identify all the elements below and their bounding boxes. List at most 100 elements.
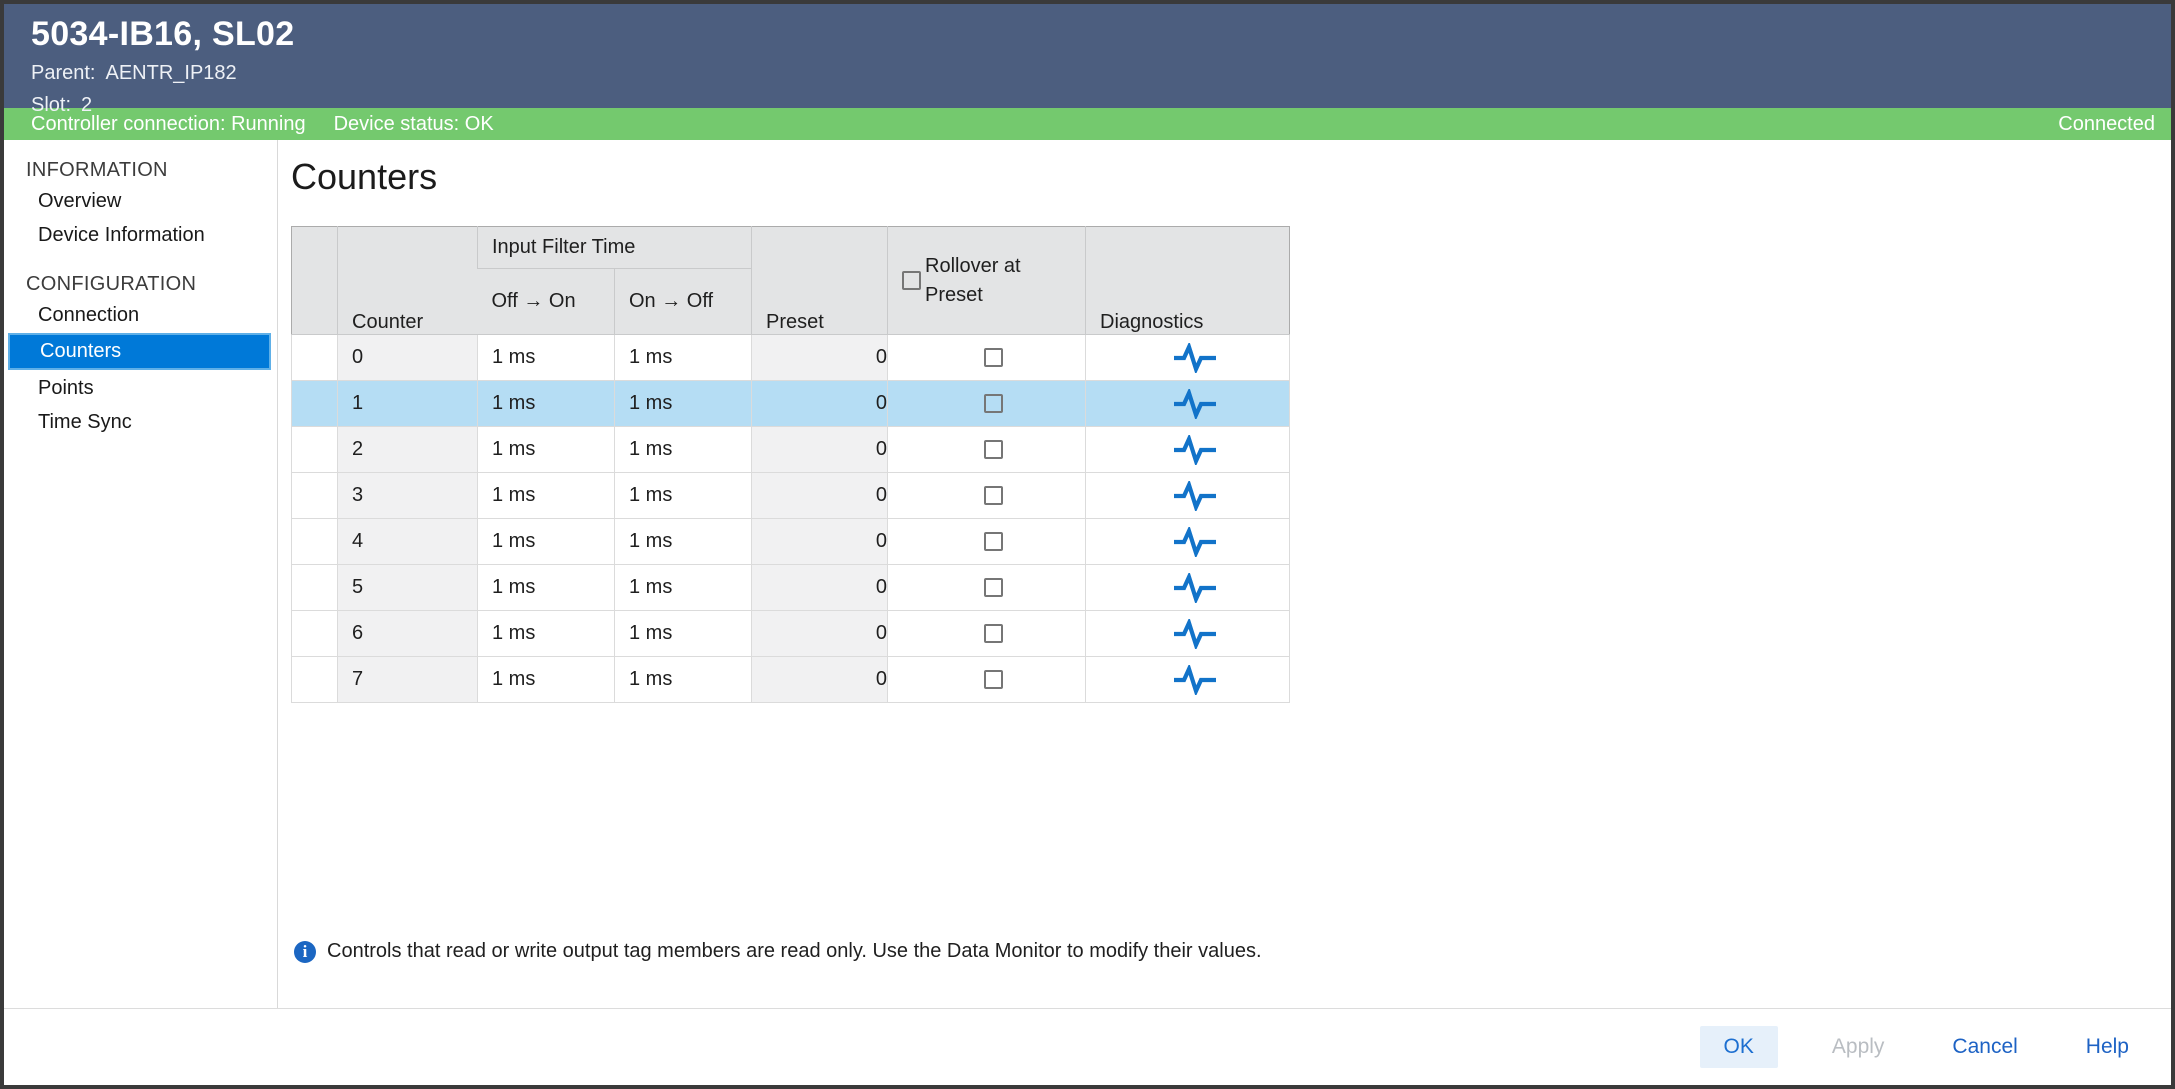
row-selector-cell[interactable] [291, 564, 338, 611]
sidebar-item-counters[interactable]: Counters [8, 333, 271, 370]
filter-off-on-cell[interactable]: 1 ms [477, 380, 615, 427]
diagnostics-cell [1085, 426, 1291, 473]
filter-off-on-cell[interactable]: 1 ms [477, 472, 615, 519]
rollover-checkbox[interactable] [984, 532, 1004, 552]
row-selector-cell[interactable] [291, 334, 338, 381]
rollover-cell [887, 518, 1087, 565]
table-row: 7 1 ms 1 ms 0 [291, 656, 1291, 703]
rollover-cell [887, 610, 1087, 657]
preset-cell: 0 [751, 426, 889, 473]
rollover-checkbox[interactable] [984, 578, 1004, 598]
diagnostics-cell [1085, 380, 1291, 427]
sidebar-item-connection[interactable]: Connection [38, 304, 140, 326]
filter-off-on-cell[interactable]: 1 ms [477, 426, 615, 473]
filter-on-off-cell[interactable]: 1 ms [613, 334, 753, 381]
diagnostics-pulse-icon[interactable] [1172, 342, 1218, 373]
row-selector-cell[interactable] [291, 472, 338, 519]
preset-cell: 0 [751, 472, 889, 519]
filter-on-off-cell[interactable]: 1 ms [613, 564, 753, 611]
counter-cell: 7 [337, 656, 478, 703]
table-row: 1 1 ms 1 ms 0 [291, 380, 1291, 427]
counter-cell: 6 [337, 610, 478, 657]
parent-line: Parent: AENTR_IP182 [31, 60, 2171, 86]
table-row: 2 1 ms 1 ms 0 [291, 426, 1291, 473]
page-title: Counters [291, 156, 438, 197]
device-title: 5034-IB16, SL02 [31, 15, 295, 53]
column-header-off-on: Off → On [477, 268, 615, 335]
rollover-checkbox[interactable] [984, 440, 1004, 460]
rollover-checkbox[interactable] [984, 670, 1004, 690]
slot-label: Slot: [31, 94, 72, 116]
sidebar-section-information: INFORMATION Overview Device Information [4, 156, 277, 252]
cancel-button[interactable]: Cancel [1938, 1026, 2031, 1068]
filter-on-off-cell[interactable]: 1 ms [613, 426, 753, 473]
status-left: Controller connection: Running Device st… [31, 113, 2058, 136]
diagnostics-pulse-icon[interactable] [1172, 664, 1218, 695]
filter-on-off-cell[interactable]: 1 ms [613, 518, 753, 565]
filter-on-off-cell[interactable]: 1 ms [613, 656, 753, 703]
ok-button[interactable]: OK [1699, 1026, 1778, 1068]
preset-cell: 0 [751, 518, 889, 565]
diagnostics-cell [1085, 472, 1291, 519]
filter-on-off-cell[interactable]: 1 ms [613, 610, 753, 657]
filter-off-on-cell[interactable]: 1 ms [477, 610, 615, 657]
rollover-checkbox[interactable] [984, 394, 1004, 414]
diagnostics-pulse-icon[interactable] [1172, 480, 1218, 511]
controller-connection-status: Controller connection: Running [31, 112, 306, 135]
column-header-selector [291, 226, 338, 335]
sidebar-item-device-information[interactable]: Device Information [38, 224, 205, 246]
counter-cell: 5 [337, 564, 478, 611]
apply-button[interactable]: Apply [1818, 1026, 1899, 1068]
help-button[interactable]: Help [2072, 1026, 2143, 1068]
column-header-diagnostics: Diagnostics [1085, 226, 1290, 335]
rollover-header-label: Rollover at Preset [925, 254, 1021, 306]
row-selector-cell[interactable] [291, 518, 338, 565]
diagnostics-pulse-icon[interactable] [1172, 618, 1218, 649]
diagnostics-cell [1085, 610, 1291, 657]
filter-off-on-cell[interactable]: 1 ms [477, 656, 615, 703]
counter-cell: 4 [337, 518, 478, 565]
parent-label: Parent: [31, 62, 96, 84]
diagnostics-cell [1085, 656, 1291, 703]
sidebar-header-configuration: CONFIGURATION [26, 273, 197, 295]
column-header-preset: Preset [751, 226, 888, 335]
sidebar-item-overview[interactable]: Overview [38, 190, 122, 212]
counters-table-body: 0 1 ms 1 ms 0 1 1 ms 1 ms 0 2 1 ms 1 [291, 334, 1291, 703]
filter-off-on-cell[interactable]: 1 ms [477, 518, 615, 565]
counter-cell: 2 [337, 426, 478, 473]
rollover-checkbox[interactable] [984, 348, 1004, 368]
filter-on-off-cell[interactable]: 1 ms [613, 472, 753, 519]
sidebar-item-time-sync[interactable]: Time Sync [38, 411, 132, 433]
main-panel: Counters Counter Input Filter Time Prese… [278, 140, 2171, 1008]
rollover-cell [887, 380, 1087, 427]
diagnostics-pulse-icon[interactable] [1172, 526, 1218, 557]
diagnostics-pulse-icon[interactable] [1172, 434, 1218, 465]
rollover-cell [887, 656, 1087, 703]
read-only-note: i Controls that read or write output tag… [294, 940, 1262, 963]
note-text: Controls that read or write output tag m… [327, 940, 1262, 962]
rollover-checkbox[interactable] [984, 486, 1004, 506]
preset-cell: 0 [751, 564, 889, 611]
sidebar-item-points[interactable]: Points [38, 377, 94, 399]
rollover-cell [887, 334, 1087, 381]
sidebar-nav: INFORMATION Overview Device Information … [4, 140, 278, 1008]
diagnostics-pulse-icon[interactable] [1172, 572, 1218, 603]
counter-cell: 1 [337, 380, 478, 427]
row-selector-cell[interactable] [291, 426, 338, 473]
table-row: 0 1 ms 1 ms 0 [291, 334, 1291, 381]
row-selector-cell[interactable] [291, 656, 338, 703]
row-selector-cell[interactable] [291, 610, 338, 657]
filter-off-on-cell[interactable]: 1 ms [477, 334, 615, 381]
rollover-checkbox[interactable] [984, 624, 1004, 644]
table-row: 4 1 ms 1 ms 0 [291, 518, 1291, 565]
sidebar-section-configuration: CONFIGURATION Connection Counters Points… [4, 270, 277, 439]
table-row: 5 1 ms 1 ms 0 [291, 564, 1291, 611]
filter-on-off-cell[interactable]: 1 ms [613, 380, 753, 427]
filter-off-on-cell[interactable]: 1 ms [477, 564, 615, 611]
rollover-cell [887, 564, 1087, 611]
table-row: 6 1 ms 1 ms 0 [291, 610, 1291, 657]
diagnostics-pulse-icon[interactable] [1172, 388, 1218, 419]
row-selector-cell[interactable] [291, 380, 338, 427]
rollover-all-checkbox[interactable] [902, 271, 922, 290]
